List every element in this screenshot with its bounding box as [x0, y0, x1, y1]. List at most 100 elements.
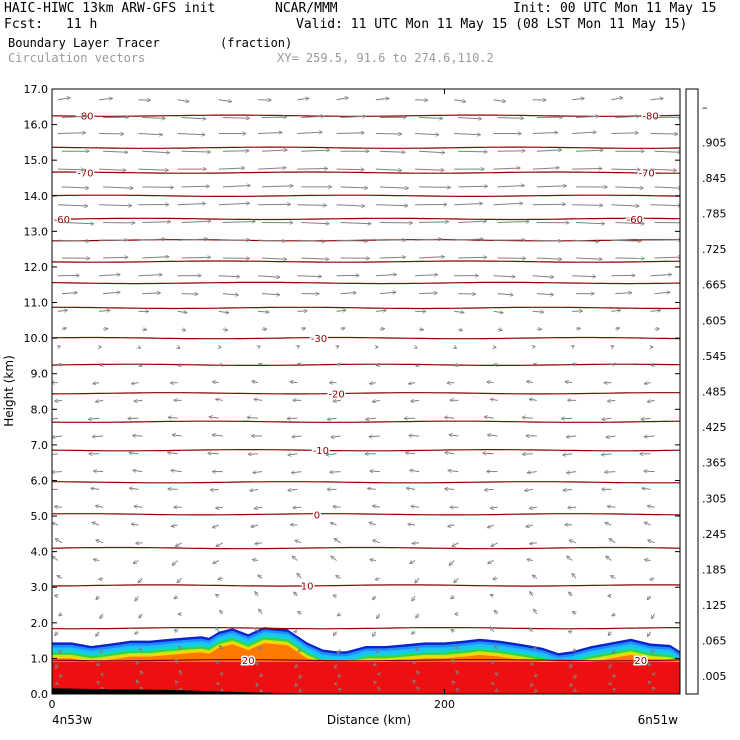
wind-vector: [375, 275, 397, 276]
wind-vector: [654, 329, 660, 330]
contour-line: [52, 659, 680, 662]
wind-vector: [454, 100, 465, 102]
wind-vector: [288, 454, 298, 455]
colorbar-label: .845: [702, 172, 727, 185]
wind-vector: [458, 257, 487, 258]
colorbar-label: .905: [702, 136, 727, 149]
wind-vector: [259, 609, 263, 615]
wind-vector: [491, 627, 494, 632]
wind-vector: [574, 674, 576, 678]
wind-vector: [92, 436, 104, 437]
plot-frame: [51, 88, 681, 695]
wind-vector: [61, 116, 88, 117]
wind-vector: [406, 453, 416, 454]
wind-vector: [451, 630, 454, 632]
wind-vector: [409, 436, 420, 437]
wind-vector: [333, 400, 341, 401]
wind-vector: [97, 681, 99, 683]
wind-vector: [253, 472, 263, 473]
wind-vector: [55, 539, 63, 544]
wind-vector: [642, 488, 651, 489]
axes: 0.0 1.0 2.0 3.0 4.0 5.0 6.0 7.0 8.0 9.0 10.0 11.0 12…: [24, 83, 680, 711]
wind-vector: [136, 661, 138, 664]
wind-vector: [222, 294, 239, 295]
wind-vector: [298, 612, 302, 614]
wind-vector: [532, 240, 562, 241]
wind-vector: [297, 132, 322, 133]
wind-vector: [644, 471, 655, 472]
wind-vector: [334, 663, 336, 669]
wind-vector: [61, 223, 94, 224]
wind-vector: [336, 310, 346, 311]
wind-vector: [569, 540, 577, 543]
wind-vector: [491, 542, 498, 547]
wind-vector: [644, 383, 651, 384]
wind-vector: [220, 673, 222, 674]
colorbar-label: .365: [702, 457, 727, 470]
wind-vector: [216, 595, 219, 597]
wind-vector: [611, 205, 639, 206]
wind-vector: [336, 240, 368, 241]
wind-vector: [497, 186, 525, 187]
wind-vector: [57, 98, 70, 101]
wind-vector: [290, 382, 298, 383]
wind-vector: [135, 595, 139, 601]
wind-vector: [651, 613, 654, 619]
wind-vector: [142, 329, 146, 330]
wind-vector: [142, 293, 160, 294]
field-title: Boundary Layer Tracer: [8, 36, 160, 50]
wind-vector: [262, 150, 287, 151]
wind-vector: [212, 525, 219, 528]
contour-label: -80: [642, 112, 658, 123]
wind-vector: [99, 275, 120, 276]
wind-vector: [142, 222, 170, 223]
wind-vector: [100, 650, 104, 653]
wind-vector: [297, 276, 321, 277]
wind-vector: [647, 596, 650, 600]
wind-vector: [601, 454, 612, 455]
wind-vector: [297, 311, 307, 312]
wind-vector: [52, 556, 59, 561]
contour-line: [52, 336, 680, 340]
wind-vector: [411, 632, 415, 634]
y-tick-label: 16.0: [24, 119, 49, 132]
wind-vector: [654, 257, 680, 258]
wind-vector: [648, 540, 655, 544]
wind-vector: [218, 311, 229, 312]
wind-vector: [218, 578, 223, 579]
wind-vector: [260, 674, 262, 676]
wind-vector: [379, 292, 396, 293]
wind-vector: [179, 671, 181, 675]
wind-vector: [334, 683, 336, 684]
wind-vector: [58, 364, 62, 365]
wind-vector: [213, 382, 219, 383]
wind-vector: [445, 417, 455, 418]
wind-vector: [96, 540, 104, 544]
contour-label: 10: [301, 581, 314, 592]
colorbar-label: .545: [702, 350, 727, 363]
wind-vector: [650, 578, 655, 580]
contour-line: [52, 281, 680, 285]
temperature-contours: 20 20 10 0 -10 -20 -30 -60 -60 -70 -70 -80 -80: [52, 110, 680, 669]
colorbar-label: .185: [702, 563, 727, 576]
y-tick-label: 10.0: [24, 332, 49, 345]
wind-vector: [370, 383, 376, 384]
wind-vector: [493, 203, 523, 204]
wind-vector: [57, 205, 88, 206]
wind-vector: [57, 575, 63, 578]
wind-vector: [219, 347, 221, 348]
wind-vector: [57, 240, 89, 241]
y-tick-label: 6.0: [31, 474, 49, 487]
wind-vector: [569, 592, 572, 597]
wind-vector: [375, 134, 402, 135]
wind-vector: [91, 488, 100, 489]
wind-vector: [61, 293, 77, 294]
wind-vector: [103, 257, 128, 258]
wind-vector: [294, 592, 298, 597]
contour-line: [52, 481, 680, 484]
wind-vector: [377, 613, 380, 619]
colorbar: .005 .065 .125 .185 .245 .305 .365 .425 .485 .545…: [685, 88, 727, 695]
colorbar-label: .425: [702, 421, 727, 434]
wind-vector: [135, 632, 139, 634]
wind-vector: [375, 205, 408, 206]
